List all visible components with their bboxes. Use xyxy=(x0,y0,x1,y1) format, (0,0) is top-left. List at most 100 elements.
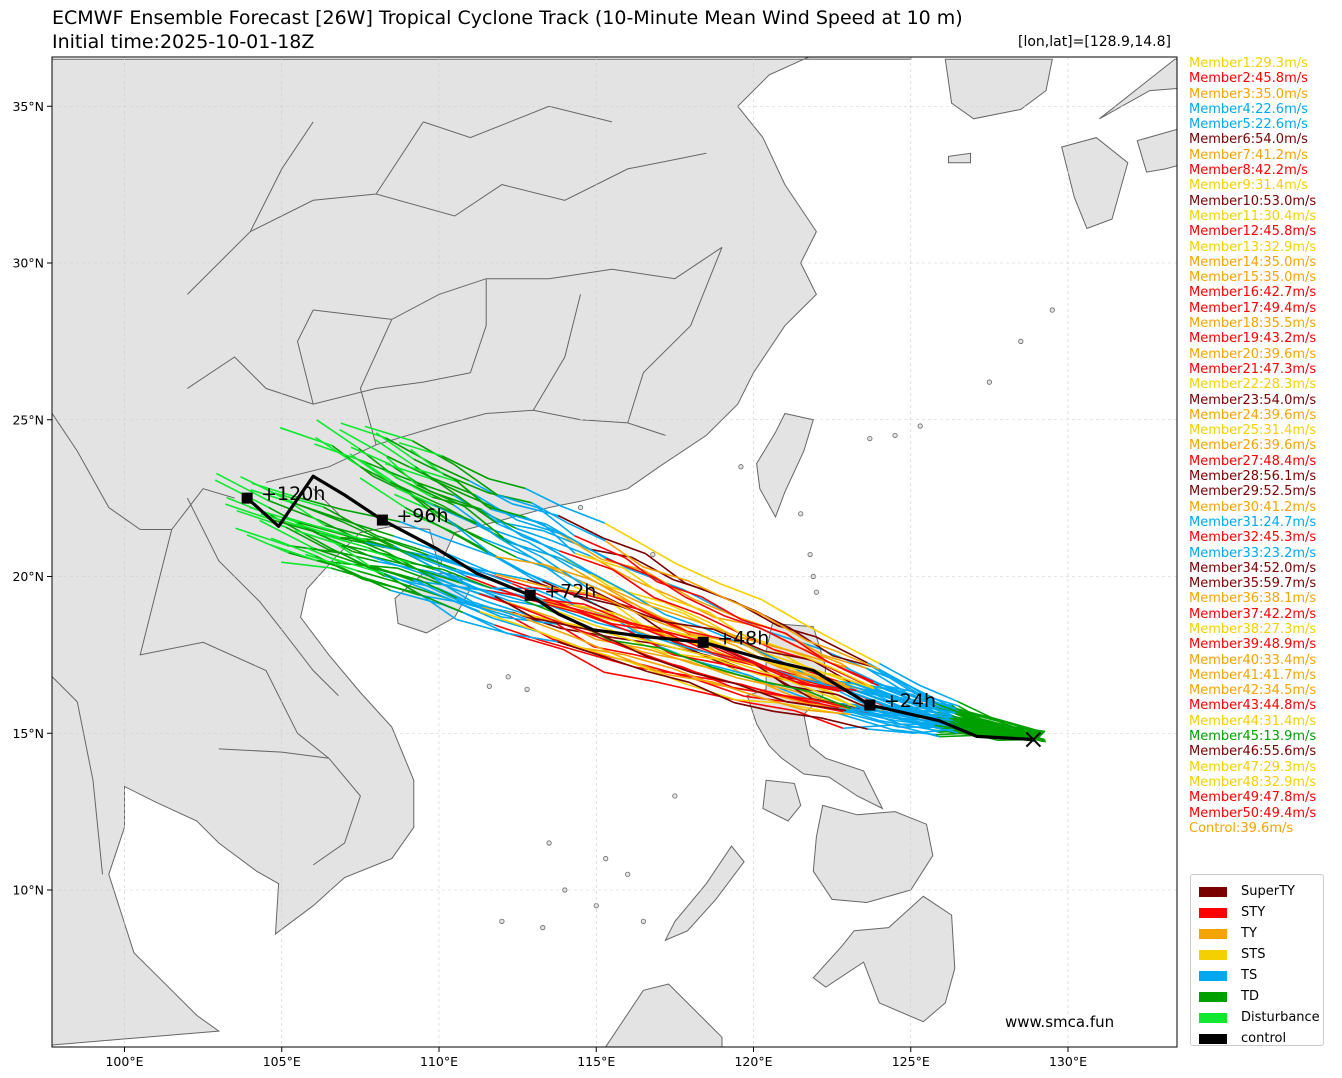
member-track-segment xyxy=(313,547,365,567)
member-track-segment xyxy=(534,617,592,632)
member-track-segment xyxy=(453,504,500,539)
member-entry: Member11:30.4m/s xyxy=(1189,208,1317,224)
member-track-segment xyxy=(562,648,605,673)
member-track-segment xyxy=(315,436,361,468)
member-track-segment xyxy=(398,441,443,457)
member-track-segment xyxy=(845,709,896,722)
member-track-segment xyxy=(789,669,846,685)
islet-7 xyxy=(540,925,546,931)
member-entry: Member31:24.7m/s xyxy=(1189,514,1317,530)
member-track-segment xyxy=(840,643,880,665)
member-track-segment xyxy=(935,702,996,728)
member-track-segment xyxy=(918,684,958,703)
member-track-segment xyxy=(369,565,421,582)
member-track-segment xyxy=(281,561,331,569)
member-track-segment xyxy=(496,494,539,509)
land-mindanao xyxy=(812,895,956,1023)
member-track-segment xyxy=(645,664,695,680)
member-entry: Member47:29.3m/s xyxy=(1189,759,1317,775)
member-track-segment xyxy=(561,505,605,524)
axis-ticks: 100°E 105°E 110°E 115°E 120°E 125°E 130°E 10°N 1… xyxy=(12,99,1087,1069)
member-track-segment xyxy=(270,537,316,557)
member-track-segment xyxy=(378,560,433,573)
member-track-segment xyxy=(409,551,457,570)
ensemble-tracks xyxy=(214,419,1047,743)
member-track-segment xyxy=(442,568,492,589)
member-track-segment xyxy=(650,649,695,665)
legend-label: STY xyxy=(1241,905,1266,920)
member-entry: Member19:43.2m/s xyxy=(1189,331,1317,347)
member-track-segment xyxy=(987,730,1042,735)
member-track-segment xyxy=(540,639,593,656)
member-entry: Member3:35.0m/s xyxy=(1189,86,1308,102)
member-entry: Member6:54.0m/s xyxy=(1189,132,1308,148)
member-track-segment xyxy=(765,630,821,650)
member-track-segment xyxy=(359,477,406,509)
forecast-hour-label: +72h xyxy=(544,580,596,602)
member-track-segment xyxy=(570,561,611,588)
member-entry: Member41:41.7m/s xyxy=(1189,667,1317,683)
member-track-segment xyxy=(612,568,655,599)
legend-item: control xyxy=(1199,1028,1315,1049)
province-border-16 xyxy=(218,748,329,759)
member-entry: Member42:34.5m/s xyxy=(1189,683,1317,699)
member-track-segment xyxy=(892,728,936,736)
member-entry: Member36:38.1m/s xyxy=(1189,591,1317,607)
legend-label: control xyxy=(1241,1031,1287,1046)
province-border-7 xyxy=(627,247,723,424)
islet-1 xyxy=(650,551,656,558)
member-track-segment xyxy=(604,656,648,673)
member-track-segment xyxy=(375,432,415,460)
member-track-segment xyxy=(385,462,431,480)
member-track-segment xyxy=(623,653,674,670)
member-entry: Member7:41.2m/s xyxy=(1189,147,1308,163)
islet-21 xyxy=(986,379,992,385)
member-track-segment xyxy=(534,629,577,647)
member-track-segment xyxy=(667,597,710,614)
member-track-segment xyxy=(856,689,902,708)
member-track-segment xyxy=(712,681,761,699)
member-track-segment xyxy=(452,492,498,525)
member-track-segment xyxy=(913,728,955,734)
initial-time: Initial time:2025-10-01-18Z xyxy=(52,31,315,53)
member-entry: Member16:42.7m/s xyxy=(1189,285,1317,301)
islet-12 xyxy=(546,840,552,846)
member-track-segment xyxy=(879,662,920,686)
member-track-segment xyxy=(647,670,690,684)
lon-tick-label: 130°E xyxy=(1049,1054,1087,1069)
member-track-segment xyxy=(386,539,429,556)
member-track-segment xyxy=(442,473,489,494)
member-entry: Member46:55.6m/s xyxy=(1189,744,1317,760)
islet-11 xyxy=(672,793,678,799)
member-track-segment xyxy=(662,620,714,631)
member-track-segment xyxy=(475,494,518,521)
member-track-segment xyxy=(692,633,744,645)
member-entry: Member26:39.6m/s xyxy=(1189,438,1317,454)
member-track-segment xyxy=(806,677,850,689)
forecast-hour-marker xyxy=(524,589,536,601)
lat-tick-label: 30°N xyxy=(12,256,44,271)
member-track-segment xyxy=(733,661,778,678)
legend-label: Disturbance xyxy=(1241,1010,1320,1025)
member-track-segment xyxy=(602,537,646,555)
member-track-segment xyxy=(295,496,343,511)
member-entry: Control:39.6m/s xyxy=(1189,820,1294,836)
member-track-segment xyxy=(734,682,787,703)
member-track-segment xyxy=(752,677,793,697)
member-entry: Member44:31.4m/s xyxy=(1189,713,1317,729)
member-track-segment xyxy=(653,680,708,695)
member-track-segment xyxy=(440,518,483,539)
member-track-segment xyxy=(487,491,532,504)
member-track-segment xyxy=(386,455,432,479)
member-track-segment xyxy=(823,654,867,670)
member-track-segment xyxy=(525,487,563,508)
member-track-segment xyxy=(835,650,880,670)
member-track-segment xyxy=(385,456,418,486)
member-track-segment xyxy=(589,578,641,604)
member-track-segment xyxy=(225,503,272,521)
member-track-segment xyxy=(366,539,411,554)
member-track-segment xyxy=(246,534,289,554)
land-taiwan xyxy=(756,412,814,519)
legend-label: TD xyxy=(1241,989,1259,1004)
legend-swatch xyxy=(1199,949,1227,960)
